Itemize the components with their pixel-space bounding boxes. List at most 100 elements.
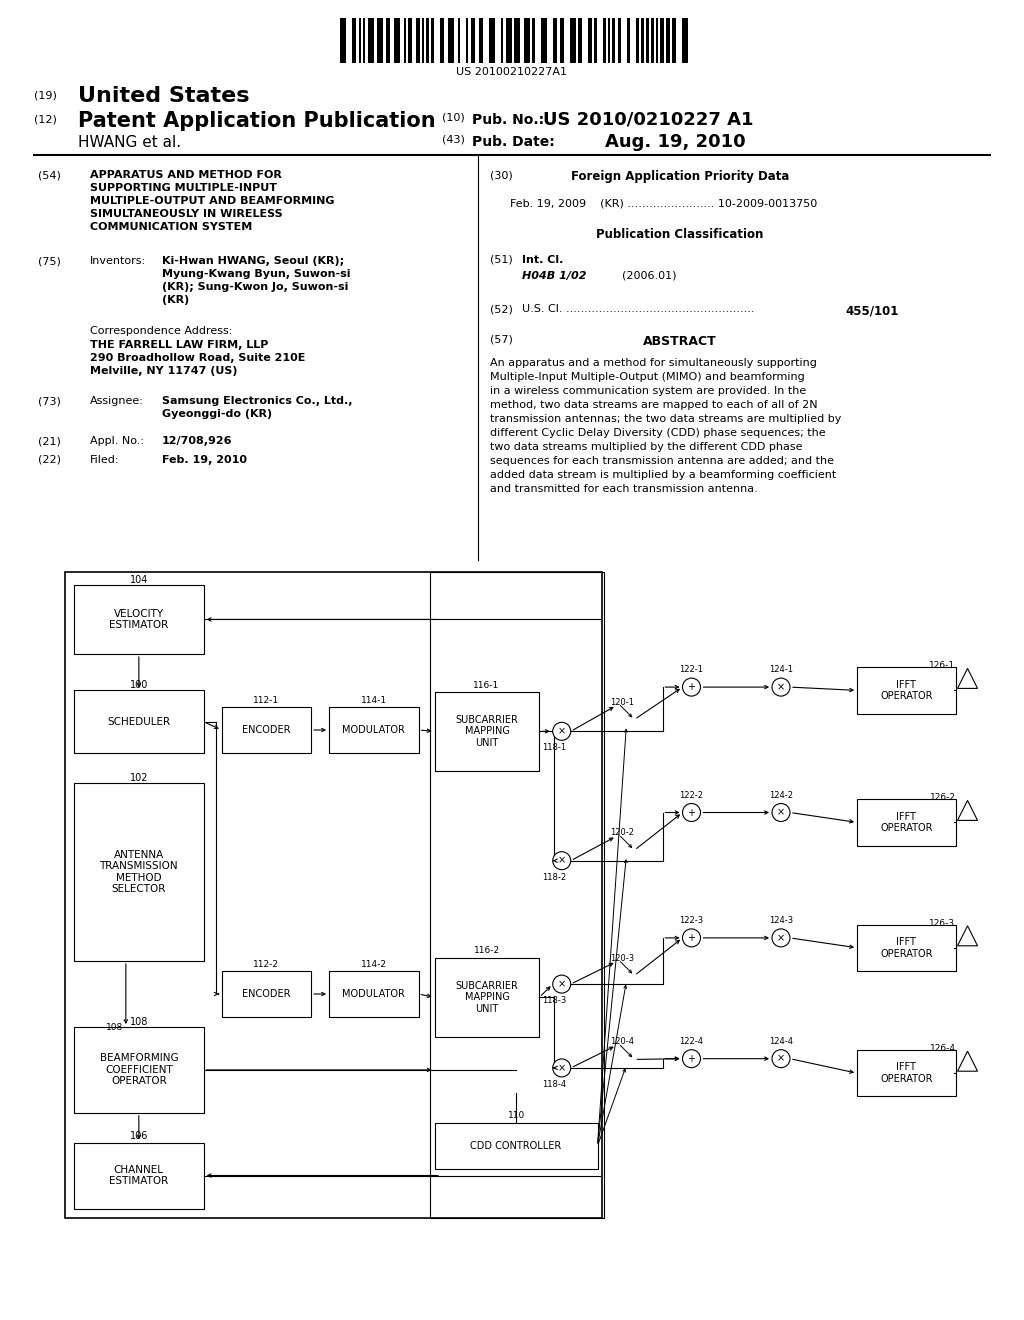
Bar xyxy=(666,18,670,63)
Bar xyxy=(656,18,658,63)
Text: 100: 100 xyxy=(130,681,148,690)
Text: ENCODER: ENCODER xyxy=(242,725,291,735)
Text: An apparatus and a method for simultaneously supporting: An apparatus and a method for simultaneo… xyxy=(490,358,817,368)
Text: 116-2: 116-2 xyxy=(473,946,500,956)
Bar xyxy=(430,572,604,1218)
Text: (43): (43) xyxy=(442,135,465,145)
Bar xyxy=(489,18,495,63)
Text: (19): (19) xyxy=(34,90,57,100)
Text: (54): (54) xyxy=(38,170,60,180)
Text: (KR); Sung-Kwon Jo, Suwon-si: (KR); Sung-Kwon Jo, Suwon-si xyxy=(162,282,348,292)
Circle shape xyxy=(772,678,790,696)
Text: ×: × xyxy=(777,682,785,692)
Bar xyxy=(74,1143,204,1209)
Text: (73): (73) xyxy=(38,396,60,407)
Bar xyxy=(65,572,602,1218)
Text: 112-1: 112-1 xyxy=(253,696,280,705)
Text: ENCODER: ENCODER xyxy=(242,989,291,999)
Text: 108: 108 xyxy=(105,1023,123,1032)
Bar xyxy=(368,18,374,63)
Bar xyxy=(672,18,676,63)
Bar xyxy=(352,18,356,63)
Circle shape xyxy=(553,1059,570,1077)
Bar xyxy=(479,18,483,63)
Bar xyxy=(636,18,639,63)
Text: 114-1: 114-1 xyxy=(360,696,387,705)
Bar xyxy=(74,1027,204,1113)
Text: 124-2: 124-2 xyxy=(769,791,793,800)
Circle shape xyxy=(683,678,700,696)
Bar xyxy=(221,708,311,754)
Bar xyxy=(377,18,383,63)
Text: IFFT
OPERATOR: IFFT OPERATOR xyxy=(880,680,933,701)
Text: (22): (22) xyxy=(38,455,61,465)
Text: Pub. No.:: Pub. No.: xyxy=(472,114,544,127)
Text: Assignee:: Assignee: xyxy=(90,396,144,407)
Text: MODULATOR: MODULATOR xyxy=(342,989,406,999)
Text: 120-4: 120-4 xyxy=(610,1038,635,1047)
Bar xyxy=(449,18,454,63)
Text: BEAMFORMING
COEFFICIENT
OPERATOR: BEAMFORMING COEFFICIENT OPERATOR xyxy=(99,1053,178,1086)
Text: CDD CONTROLLER: CDD CONTROLLER xyxy=(470,1140,562,1151)
Circle shape xyxy=(772,1049,790,1068)
Text: Feb. 19, 2009    (KR) ........................ 10-2009-0013750: Feb. 19, 2009 (KR) .....................… xyxy=(510,198,817,209)
Text: SUBCARRIER
MAPPING
UNIT: SUBCARRIER MAPPING UNIT xyxy=(456,714,518,748)
Text: sequences for each transmission antenna are added; and the: sequences for each transmission antenna … xyxy=(490,455,834,466)
Bar xyxy=(408,18,412,63)
Text: 122-3: 122-3 xyxy=(680,916,703,925)
Circle shape xyxy=(553,975,570,993)
Text: method, two data streams are mapped to each of all of 2N: method, two data streams are mapped to e… xyxy=(490,400,817,411)
Bar xyxy=(553,18,557,63)
Bar xyxy=(422,18,424,63)
Text: 118-1: 118-1 xyxy=(542,743,566,752)
Bar xyxy=(434,692,540,771)
Bar xyxy=(603,18,606,63)
Text: SCHEDULER: SCHEDULER xyxy=(108,717,170,727)
Text: Gyeonggi-do (KR): Gyeonggi-do (KR) xyxy=(162,409,272,418)
Text: 118-4: 118-4 xyxy=(542,1080,566,1089)
Text: 102: 102 xyxy=(130,774,148,783)
Text: Patent Application Publication: Patent Application Publication xyxy=(78,111,435,131)
Text: (30): (30) xyxy=(490,170,513,180)
Text: HWANG et al.: HWANG et al. xyxy=(78,135,181,150)
Text: 126-2: 126-2 xyxy=(930,793,955,803)
Text: SUPPORTING MULTIPLE-INPUT: SUPPORTING MULTIPLE-INPUT xyxy=(90,183,278,193)
Text: added data stream is multiplied by a beamforming coefficient: added data stream is multiplied by a bea… xyxy=(490,470,837,480)
Bar xyxy=(682,18,688,63)
Bar xyxy=(618,18,621,63)
Text: 110: 110 xyxy=(508,1111,524,1121)
Bar xyxy=(578,18,582,63)
Bar xyxy=(386,18,390,63)
Text: 122-1: 122-1 xyxy=(680,665,703,675)
Bar xyxy=(646,18,649,63)
Bar xyxy=(471,18,475,63)
Text: IFFT
OPERATOR: IFFT OPERATOR xyxy=(880,812,933,833)
Bar xyxy=(857,800,955,846)
Bar xyxy=(340,18,346,63)
Text: Filed:: Filed: xyxy=(90,455,120,465)
Bar xyxy=(612,18,615,63)
Text: ×: × xyxy=(777,933,785,942)
Text: THE FARRELL LAW FIRM, LLP: THE FARRELL LAW FIRM, LLP xyxy=(90,341,268,350)
Text: Aug. 19, 2010: Aug. 19, 2010 xyxy=(605,133,745,150)
Bar xyxy=(74,690,204,754)
Text: ×: × xyxy=(777,1053,785,1064)
Bar xyxy=(541,18,547,63)
Bar xyxy=(608,18,610,63)
Text: Pub. Date:: Pub. Date: xyxy=(472,135,555,149)
Text: (10): (10) xyxy=(442,114,465,123)
Text: 116-1: 116-1 xyxy=(473,681,500,689)
Text: 122-2: 122-2 xyxy=(680,791,703,800)
Text: Multiple-Input Multiple-Output (MIMO) and beamforming: Multiple-Input Multiple-Output (MIMO) an… xyxy=(490,372,805,381)
Bar xyxy=(651,18,654,63)
Text: MODULATOR: MODULATOR xyxy=(342,725,406,735)
Text: ×: × xyxy=(777,808,785,817)
Bar xyxy=(506,18,512,63)
Text: (57): (57) xyxy=(490,335,513,345)
Bar xyxy=(74,783,204,961)
Text: ×: × xyxy=(558,726,566,737)
Text: H04B 1/02: H04B 1/02 xyxy=(522,271,587,281)
Bar xyxy=(627,18,630,63)
Text: in a wireless communication system are provided. In the: in a wireless communication system are p… xyxy=(490,385,806,396)
Bar xyxy=(434,1123,598,1170)
